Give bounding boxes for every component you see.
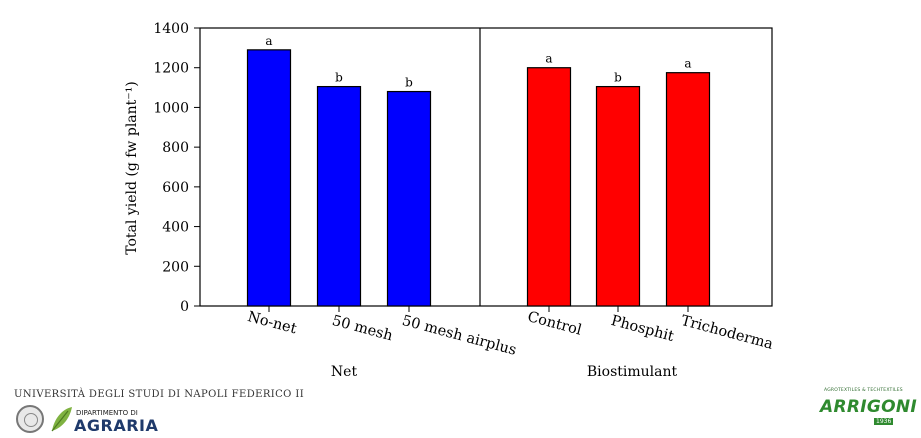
bar [526,67,572,307]
significance-letter: a [545,52,552,66]
group-label: Net [331,364,358,380]
x-tick-label: No-net [246,309,299,337]
significance-letter: a [265,34,272,48]
leaf-icon [51,407,72,432]
bar [316,85,362,307]
plot-frame [199,27,773,307]
significance-letter: b [405,76,413,90]
y-tick-label: 800 [162,140,189,156]
bar [386,90,432,307]
y-tick-label: 600 [162,180,189,196]
department-prefix: DIPARTIMENTO DI [76,409,138,417]
y-tick-label: 400 [162,220,189,236]
company-name: ARRIGONI [820,397,918,417]
y-axis-label: Total yield (g fw plant⁻¹) [124,81,140,255]
university-seal-icon [16,405,44,433]
x-tick-label: 50 mesh [330,313,394,345]
bar [665,72,711,307]
significance-letter: b [335,71,343,85]
y-tick-label: 0 [180,299,189,315]
y-tick-label: 1200 [153,61,189,77]
x-tick-label: Control [526,309,584,339]
company-logo: AGROTEXTILES & TECHTEXTILES ARRIGONI 193… [818,388,917,434]
significance-letter: b [614,71,622,85]
company-tagline: AGROTEXTILES & TECHTEXTILES [824,388,903,393]
x-tick-label: Phosphit [609,313,675,345]
bar [246,49,292,307]
significance-letter: a [684,57,691,71]
university-logo: UNIVERSITÀ DEGLI STUDI DI NAPOLI FEDERIC… [14,389,304,437]
bar [595,85,641,307]
y-tick-label: 1400 [153,21,189,37]
y-tick-label: 200 [162,259,189,275]
y-tick-label: 1000 [153,100,189,116]
company-year: 1936 [874,418,894,425]
university-name: UNIVERSITÀ DEGLI STUDI DI NAPOLI FEDERIC… [14,389,305,400]
department-name: AGRARIA [74,416,159,435]
x-tick-label: 50 mesh airplus [400,313,518,359]
x-tick-label: Trichoderma [679,313,775,353]
group-label: Biostimulant [587,364,678,380]
